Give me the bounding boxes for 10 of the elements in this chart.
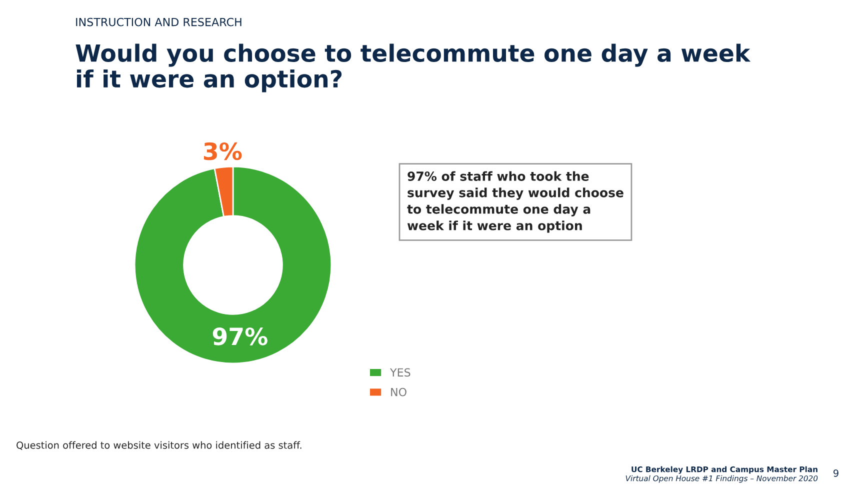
legend-label: YES xyxy=(390,368,410,377)
data-label: 97% xyxy=(212,327,268,346)
text: 97% of staff who took the survey said they would choose to telecommute one day a week if it were an option xyxy=(407,171,624,233)
donut-slice xyxy=(134,166,332,364)
text: Question offered to website visitors who identified as staff. xyxy=(16,441,302,450)
chart-title: Would you choose to telecommute one day a week if it were an option? xyxy=(76,44,751,92)
text: 9 xyxy=(834,469,838,477)
chart-subtitle: INSTRUCTION AND RESEARCH xyxy=(76,18,242,26)
data-label: 3% xyxy=(204,142,242,160)
legend-label: NO xyxy=(391,388,406,396)
